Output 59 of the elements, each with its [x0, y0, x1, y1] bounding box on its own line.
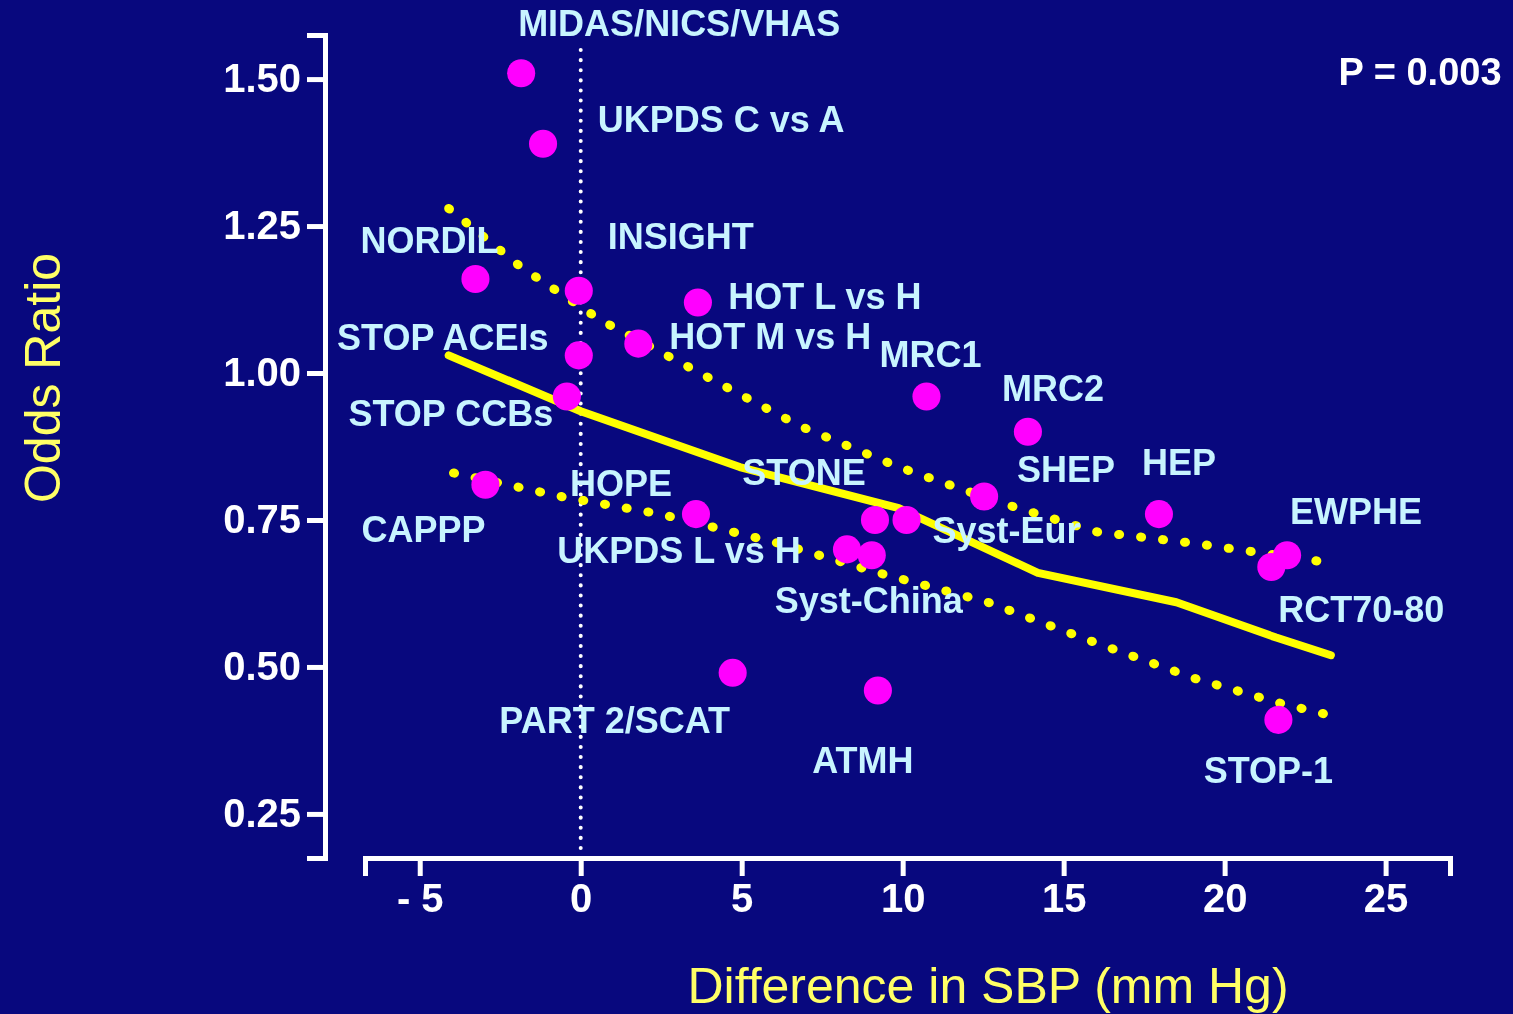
point — [471, 470, 500, 499]
annotation: EWPHE — [1290, 490, 1423, 532]
point — [832, 535, 862, 564]
annotation: UKPDS L vs H — [557, 529, 801, 571]
annotation: HOT L vs H — [728, 276, 922, 318]
x-axis-title: Difference in SBP (mm Hg) — [687, 958, 1289, 1014]
x-tick-label: 25 — [1363, 876, 1409, 921]
point — [624, 329, 653, 358]
annotation: CAPPP — [361, 509, 486, 551]
annotation: HOPE — [569, 462, 672, 504]
y-tick-label: 1.50 — [223, 56, 301, 101]
point — [1264, 705, 1293, 734]
point — [681, 500, 711, 529]
point — [860, 505, 890, 534]
point — [857, 541, 886, 570]
y-tick-label: 1.25 — [223, 203, 301, 248]
annotation: Syst-China — [774, 579, 964, 621]
y-tick-label: 1.00 — [223, 350, 301, 395]
annotation: RCT70-80 — [1278, 588, 1445, 630]
x-tick-label: 15 — [1041, 876, 1087, 921]
annotation: STOP-1 — [1203, 750, 1334, 792]
annotation: MIDAS/NICS/VHAS — [518, 2, 841, 44]
annotation: STOP ACEIs — [337, 316, 549, 358]
y-tick-label: 0.50 — [223, 644, 301, 689]
x-tick-label: 10 — [880, 876, 926, 921]
annotation: STOP CCBs — [348, 393, 554, 435]
point — [970, 482, 999, 511]
annotation: MRC1 — [879, 334, 982, 376]
point — [1144, 500, 1173, 529]
annotation: HEP — [1141, 441, 1216, 483]
annotation: HOT M vs H — [669, 316, 872, 358]
point — [529, 129, 558, 158]
x-tick-label: 5 — [731, 876, 754, 921]
annotation: MRC2 — [1001, 368, 1104, 410]
point — [683, 288, 712, 317]
annotation: P = 0.003 — [1338, 51, 1502, 94]
annotation: ATMH — [812, 740, 914, 782]
point — [892, 505, 921, 534]
x-tick-label: 20 — [1202, 876, 1248, 921]
y-tick-label: 0.75 — [223, 497, 301, 542]
point — [507, 59, 536, 88]
annotation: UKPDS C vs A — [597, 99, 845, 141]
annotation: SHEP — [1017, 449, 1116, 491]
x-tick-label: - 5 — [396, 876, 444, 921]
annotation: INSIGHT — [607, 216, 754, 258]
point — [564, 276, 593, 305]
point — [1013, 417, 1042, 446]
y-tick-label: 0.25 — [223, 791, 301, 836]
x-tick-label: 0 — [570, 876, 593, 921]
point — [564, 341, 593, 370]
point — [552, 382, 581, 411]
point — [863, 676, 892, 705]
point — [718, 658, 747, 687]
annotation: PART 2/SCAT — [499, 700, 731, 742]
point — [1257, 552, 1286, 582]
y-axis-title: Odds Ratio — [15, 252, 71, 504]
annotation: NORDIL — [360, 219, 499, 261]
point — [461, 264, 490, 293]
point — [912, 382, 941, 411]
